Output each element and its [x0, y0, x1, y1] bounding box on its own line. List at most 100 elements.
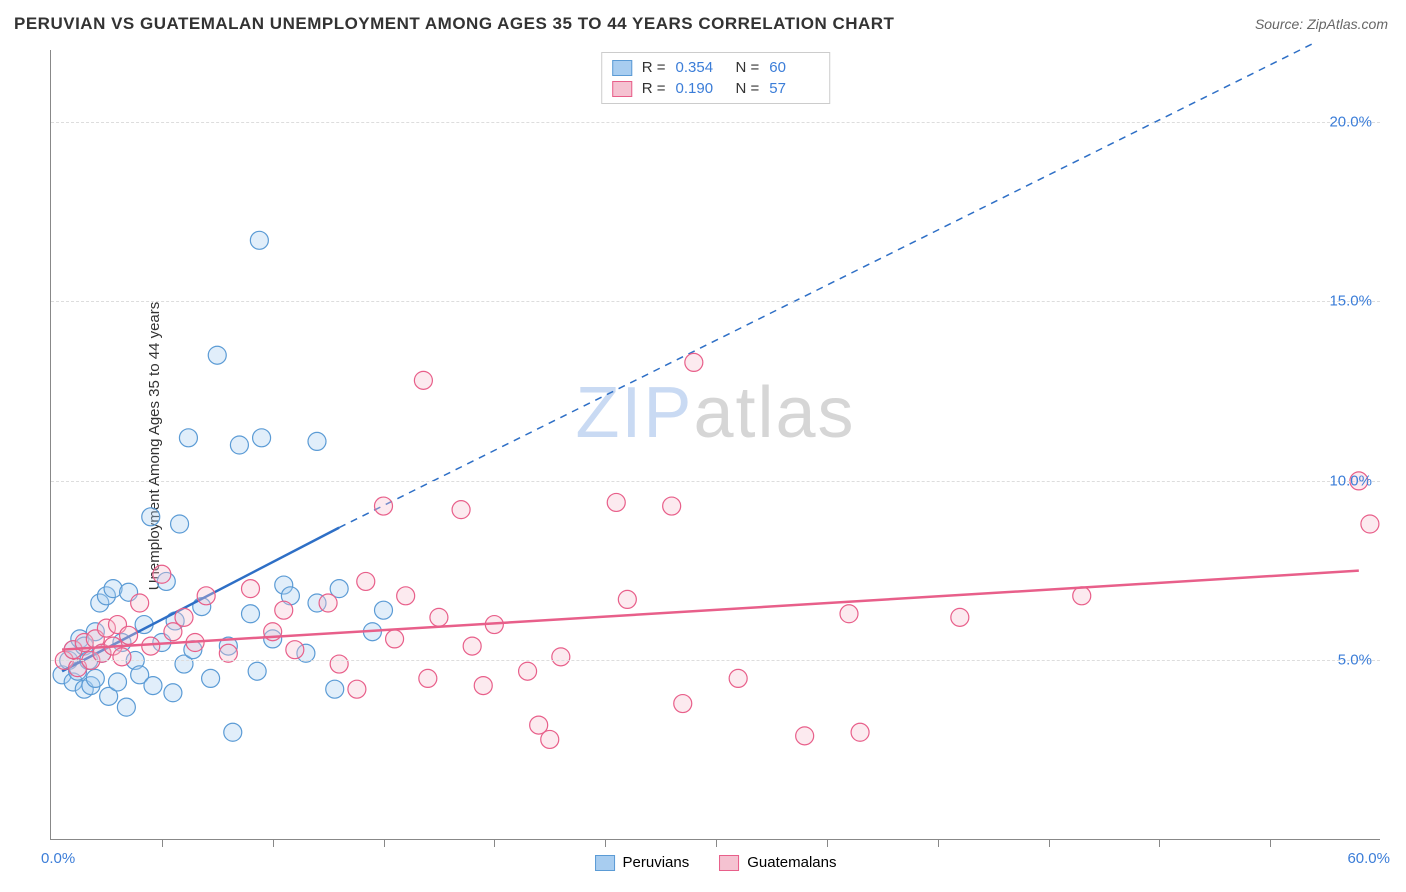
- data-point: [248, 662, 266, 680]
- data-point: [729, 669, 747, 687]
- legend-swatch-guatemalans: [612, 81, 632, 97]
- source-label: Source: ZipAtlas.com: [1255, 16, 1388, 32]
- data-point: [348, 680, 366, 698]
- grid-line: [51, 122, 1380, 123]
- legend-label-peruvians: Peruvians: [623, 854, 690, 871]
- x-tick: [384, 839, 385, 847]
- data-point: [519, 662, 537, 680]
- x-tick: [494, 839, 495, 847]
- data-point: [375, 497, 393, 515]
- data-point: [951, 608, 969, 626]
- data-point: [109, 673, 127, 691]
- data-point: [685, 353, 703, 371]
- data-point: [179, 429, 197, 447]
- data-point: [386, 630, 404, 648]
- data-point: [1361, 515, 1379, 533]
- x-tick: [162, 839, 163, 847]
- data-point: [851, 723, 869, 741]
- y-tick-label: 20.0%: [1329, 113, 1372, 130]
- x-tick: [1049, 839, 1050, 847]
- legend-swatch-peruvians: [612, 60, 632, 76]
- data-point: [275, 601, 293, 619]
- data-point: [120, 626, 138, 644]
- grid-line: [51, 301, 1380, 302]
- data-point: [541, 730, 559, 748]
- data-point: [197, 587, 215, 605]
- series-legend: Peruvians Guatemalans: [595, 854, 837, 871]
- data-point: [463, 637, 481, 655]
- grid-line: [51, 481, 1380, 482]
- data-point: [674, 695, 692, 713]
- data-point: [202, 669, 220, 687]
- data-point: [663, 497, 681, 515]
- data-point: [224, 723, 242, 741]
- data-point: [208, 346, 226, 364]
- plot-area: R = 0.354 N = 60 R = 0.190 N = 57 ZIPatl…: [50, 50, 1380, 840]
- n-value-guatemalans: 57: [769, 80, 819, 97]
- x-tick: [1270, 839, 1271, 847]
- r-label: R =: [642, 80, 666, 97]
- data-point: [104, 580, 122, 598]
- data-point: [375, 601, 393, 619]
- y-tick-label: 5.0%: [1338, 652, 1372, 669]
- chart-title: PERUVIAN VS GUATEMALAN UNEMPLOYMENT AMON…: [14, 14, 894, 34]
- data-point: [419, 669, 437, 687]
- legend-label-guatemalans: Guatemalans: [747, 854, 836, 871]
- data-point: [175, 608, 193, 626]
- legend-item-guatemalans: Guatemalans: [719, 854, 836, 871]
- data-point: [242, 580, 260, 598]
- data-point: [618, 590, 636, 608]
- data-point: [131, 594, 149, 612]
- x-tick: [1159, 839, 1160, 847]
- r-value-guatemalans: 0.190: [676, 80, 726, 97]
- grid-line: [51, 660, 1380, 661]
- data-point: [414, 371, 432, 389]
- data-point: [430, 608, 448, 626]
- data-point: [117, 698, 135, 716]
- x-tick: [938, 839, 939, 847]
- x-tick-label-max: 60.0%: [1347, 850, 1390, 867]
- legend-row-guatemalans: R = 0.190 N = 57: [612, 78, 820, 99]
- data-point: [1073, 587, 1091, 605]
- x-tick: [273, 839, 274, 847]
- data-point: [397, 587, 415, 605]
- data-point: [142, 637, 160, 655]
- y-tick-label: 10.0%: [1329, 472, 1372, 489]
- legend-swatch-guatemalans-bottom: [719, 855, 739, 871]
- x-tick-label-min: 0.0%: [41, 850, 75, 867]
- n-label: N =: [736, 59, 760, 76]
- r-label: R =: [642, 59, 666, 76]
- legend-item-peruvians: Peruvians: [595, 854, 690, 871]
- data-point: [552, 648, 570, 666]
- x-tick: [716, 839, 717, 847]
- data-point: [86, 669, 104, 687]
- data-point: [113, 648, 131, 666]
- data-point: [319, 594, 337, 612]
- n-value-peruvians: 60: [769, 59, 819, 76]
- legend-row-peruvians: R = 0.354 N = 60: [612, 57, 820, 78]
- r-value-peruvians: 0.354: [676, 59, 726, 76]
- data-point: [326, 680, 344, 698]
- trend-line-dashed: [339, 43, 1314, 528]
- x-tick: [827, 839, 828, 847]
- data-point: [171, 515, 189, 533]
- data-point: [253, 429, 271, 447]
- data-point: [242, 605, 260, 623]
- chart-svg: [51, 50, 1380, 839]
- data-point: [153, 565, 171, 583]
- legend-swatch-peruvians-bottom: [595, 855, 615, 871]
- x-tick: [605, 839, 606, 847]
- data-point: [144, 677, 162, 695]
- data-point: [308, 432, 326, 450]
- data-point: [840, 605, 858, 623]
- data-point: [164, 684, 182, 702]
- data-point: [357, 572, 375, 590]
- y-tick-label: 15.0%: [1329, 293, 1372, 310]
- data-point: [452, 501, 470, 519]
- correlation-legend: R = 0.354 N = 60 R = 0.190 N = 57: [601, 52, 831, 104]
- n-label: N =: [736, 80, 760, 97]
- data-point: [474, 677, 492, 695]
- data-point: [142, 508, 160, 526]
- chart-container: PERUVIAN VS GUATEMALAN UNEMPLOYMENT AMON…: [0, 0, 1406, 892]
- data-point: [286, 641, 304, 659]
